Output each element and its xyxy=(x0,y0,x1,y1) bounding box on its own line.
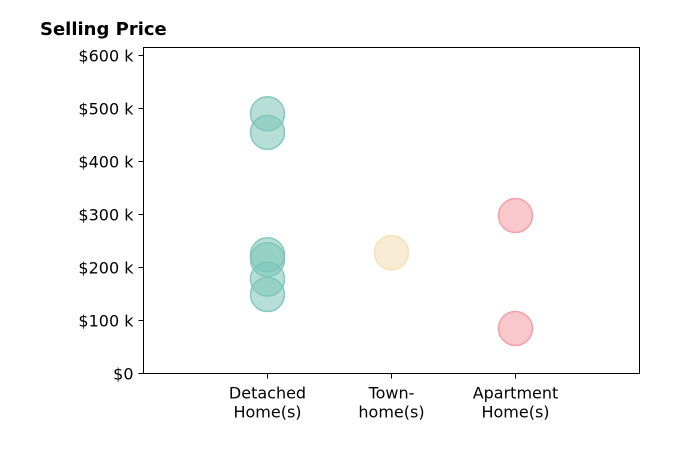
y-tick-label: $200 k xyxy=(78,258,134,277)
y-tick-label: $100 k xyxy=(78,311,134,330)
y-tick-label: $0 xyxy=(113,365,133,384)
data-point xyxy=(373,234,410,271)
y-tick-label: $600 k xyxy=(78,46,134,65)
chart-title: Selling Price xyxy=(40,19,167,40)
y-tick-label: $300 k xyxy=(78,205,134,224)
x-tick-label: Apartment xyxy=(473,384,559,403)
data-point xyxy=(497,197,534,234)
y-axis: $0 $100 k $200 k $300 k $400 k $500 k $600 k xyxy=(78,46,144,384)
x-tick-label: Home(s) xyxy=(481,403,549,422)
x-tick-label: home(s) xyxy=(358,403,424,422)
data-point xyxy=(249,276,286,313)
x-tick-label: Home(s) xyxy=(233,403,301,422)
data-point xyxy=(249,114,286,151)
x-tick-label: Town- xyxy=(368,384,415,403)
x-tick-label: Detached xyxy=(229,384,306,403)
x-axis: DetachedHome(s)Town-home(s)ApartmentHome… xyxy=(229,373,559,422)
y-tick-label: $400 k xyxy=(78,152,134,171)
y-tick-label: $500 k xyxy=(78,99,134,118)
data-point xyxy=(497,310,534,347)
data-points xyxy=(249,96,534,347)
plot-frame xyxy=(143,47,640,374)
